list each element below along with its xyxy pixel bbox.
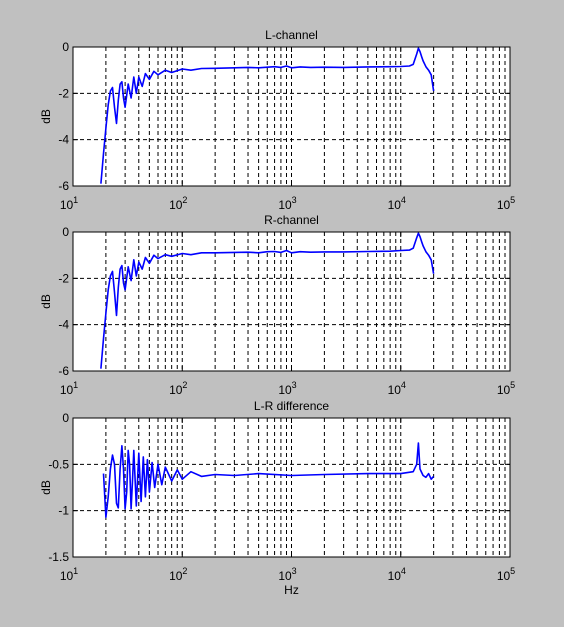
y-tick-label: -1.5 bbox=[48, 550, 69, 564]
x-axis-label: Hz bbox=[284, 583, 299, 597]
y-tick-label: -4 bbox=[58, 133, 69, 147]
y-tick-label: -4 bbox=[58, 318, 69, 332]
y-tick-label: -6 bbox=[58, 364, 69, 378]
y-axis-label: dB bbox=[39, 109, 53, 124]
y-tick-label: 0 bbox=[62, 40, 69, 54]
y-axis-label: dB bbox=[39, 480, 53, 495]
y-tick-label: -1 bbox=[58, 504, 69, 518]
series-line-1 bbox=[100, 232, 435, 369]
axes-title: R-channel bbox=[264, 213, 319, 227]
y-tick-label: -2 bbox=[58, 271, 69, 285]
grid bbox=[73, 418, 510, 557]
series-line-1 bbox=[100, 47, 435, 184]
plot-area bbox=[73, 418, 510, 557]
y-axis-label: dB bbox=[39, 294, 53, 309]
y-tick-label: -6 bbox=[58, 179, 69, 193]
y-tick-label: 0 bbox=[62, 225, 69, 239]
y-tick-label: -0.5 bbox=[48, 457, 69, 471]
y-tick-label: 0 bbox=[62, 411, 69, 425]
series-line-1 bbox=[102, 442, 435, 519]
y-tick-label: -2 bbox=[58, 86, 69, 100]
grid bbox=[73, 47, 510, 186]
axes-title: L-channel bbox=[265, 28, 318, 42]
axes-title: L-R difference bbox=[254, 399, 329, 413]
